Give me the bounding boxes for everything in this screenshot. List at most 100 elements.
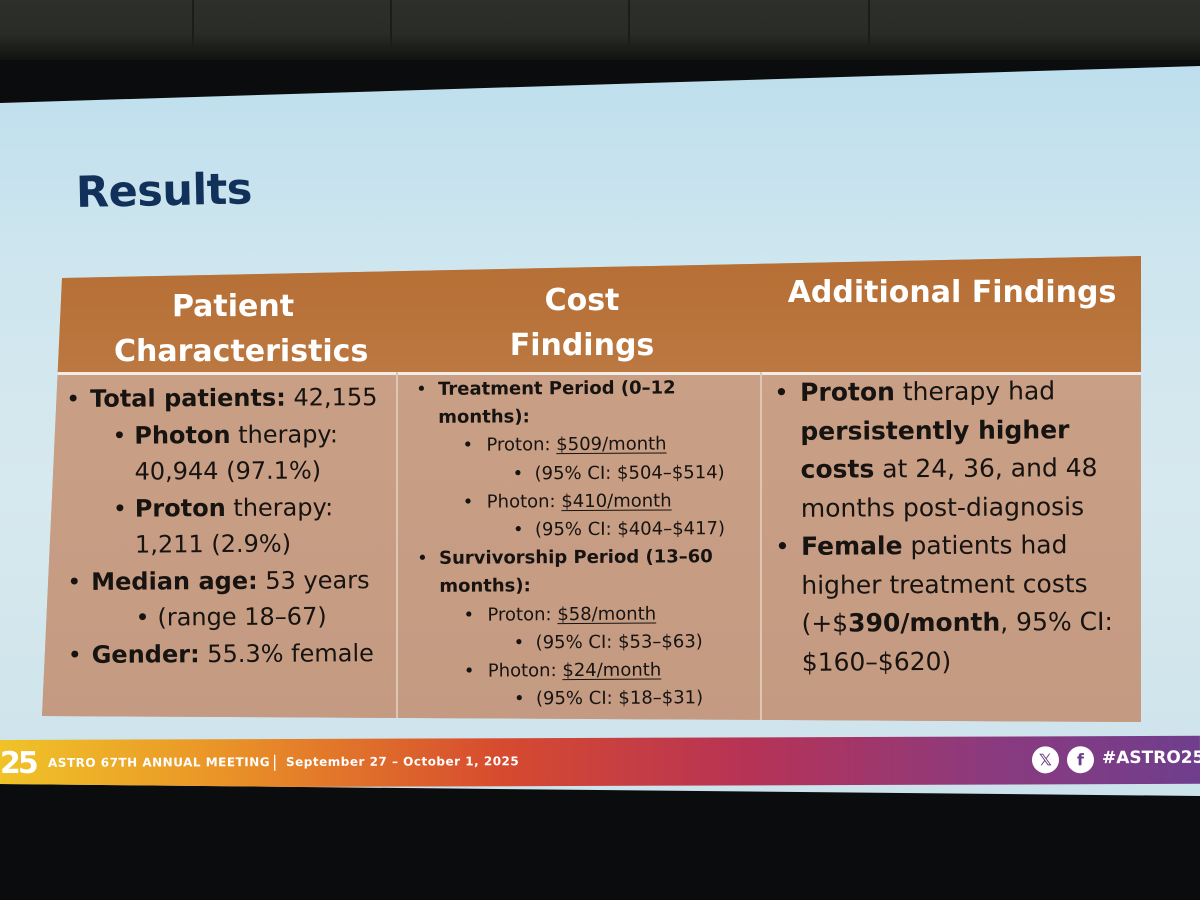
patient-item: (range 18–67) — [67, 598, 379, 636]
patient-item: 1,211 (2.9%) — [67, 525, 379, 563]
item-text: (95% CI: $18–$31) — [535, 687, 704, 710]
item-text: (range 18–67) — [157, 602, 327, 632]
header-line: Cost — [544, 283, 620, 318]
cost-value: $24/month — [562, 659, 662, 682]
column-divider — [760, 372, 762, 722]
ceiling-seam — [628, 0, 630, 48]
facebook-icon: f — [1066, 746, 1095, 774]
item-text: Proton: — [487, 603, 558, 626]
results-table: Patient Characteristics Cost Findings Ad… — [42, 256, 1141, 722]
bold-text: 390/month — [848, 607, 1001, 638]
item-text: therapy: — [225, 492, 334, 522]
item-text: months post-diagnosis — [800, 491, 1085, 523]
bold-text: costs — [800, 454, 875, 484]
header-line: Patient — [171, 289, 295, 324]
column-divider — [396, 372, 398, 722]
header-line: Additional Findings — [787, 275, 1117, 310]
cost-item: months): — [416, 402, 724, 432]
cost-item: (95% CI: $404–$417) — [417, 515, 725, 545]
header-line: Findings — [509, 328, 655, 363]
additional-finding-line: $160–$620) — [774, 641, 1114, 682]
bold-text: Treatment Period (0–12 — [438, 377, 676, 400]
item-text: at 24, 36, and 48 — [874, 453, 1098, 484]
cost-item: months): — [417, 572, 725, 602]
bold-text: Gender: — [91, 639, 200, 669]
item-text: $160–$620) — [801, 646, 952, 677]
cost-value: $58/month — [557, 603, 657, 625]
cost-item: Proton: $58/month — [417, 600, 725, 630]
slide-title: Results — [75, 164, 253, 218]
cost-item: (95% CI: $53–$63) — [418, 628, 726, 658]
item-text: therapy: — [230, 419, 339, 449]
patient-characteristics-list: Total patients: 42,155Photon therapy:40,… — [66, 379, 379, 673]
item-text: 42,155 — [285, 383, 378, 412]
cost-item: (95% CI: $18–$31) — [418, 684, 726, 714]
cost-item: Photon: $410/month — [417, 487, 725, 517]
bold-text: months): — [439, 575, 531, 598]
cost-item: Survivorship Period (13–60 — [417, 543, 725, 573]
room-ceiling — [0, 0, 1200, 60]
additional-finding-line: higher treatment costs — [773, 564, 1113, 605]
item-text: 40,944 (97.1%) — [134, 456, 322, 486]
astro-25-logo: 25 — [0, 745, 36, 781]
ceiling-seam — [390, 0, 392, 48]
bold-text: Proton — [134, 493, 226, 523]
meeting-dates: September 27 – October 1, 2025 — [285, 754, 520, 770]
item-text: Proton: — [486, 434, 557, 456]
bold-text: persistently higher — [800, 414, 1070, 446]
header-additional-findings: Additional Findings — [777, 270, 1127, 315]
item-text: 53 years — [257, 565, 370, 595]
hashtag: #ASTRO25 — [1101, 747, 1200, 769]
additional-finding-line: costs at 24, 36, and 48 — [772, 449, 1112, 490]
patient-item: Gender: 55.3% female — [68, 635, 380, 673]
patient-item: Median age: 53 years — [67, 562, 379, 600]
meeting-name: ASTRO 67TH ANNUAL MEETING — [47, 755, 271, 770]
additional-finding-line: months post-diagnosis — [773, 487, 1113, 528]
header-patient-characteristics: Patient Characteristics — [114, 284, 369, 374]
item-text: 55.3% female — [199, 638, 374, 668]
item-text: , 95% CI: — [1000, 606, 1113, 637]
patient-item: Photon therapy: — [66, 416, 378, 454]
additional-finding-line: (+$390/month, 95% CI: — [773, 603, 1113, 644]
bold-text: Total patients: — [90, 383, 286, 413]
bold-text: Median age: — [91, 566, 258, 596]
cost-value: $509/month — [556, 433, 667, 456]
patient-item: Proton therapy: — [67, 489, 379, 527]
patient-item: 40,944 (97.1%) — [66, 452, 378, 490]
bold-text: Proton — [800, 377, 895, 407]
item-text: 1,211 (2.9%) — [134, 529, 292, 559]
item-text: (95% CI: $53–$63) — [535, 631, 703, 654]
bold-text: Female — [800, 531, 903, 561]
ceiling-seam — [192, 0, 194, 48]
header-cost-findings: Cost Findings — [474, 278, 690, 368]
item-text: (95% CI: $504–$514) — [534, 461, 725, 484]
item-text: therapy had — [894, 376, 1056, 407]
additional-finding-line: persistently higher — [772, 410, 1112, 451]
cost-item: (95% CI: $504–$514) — [417, 459, 725, 489]
bold-text: Survivorship Period (13–60 — [439, 546, 713, 570]
item-text: higher treatment costs — [801, 568, 1088, 600]
patient-item: Total patients: 42,155 — [66, 379, 378, 417]
x-icon: 𝕏 — [1031, 746, 1060, 774]
bold-text: months): — [438, 406, 530, 429]
item-text: Photon: — [487, 660, 563, 682]
additional-finding-line: Female patients had — [773, 526, 1113, 567]
item-text: patients had — [902, 530, 1068, 561]
cost-item: Treatment Period (0–12 — [416, 374, 724, 404]
table-header-row: Patient Characteristics Cost Findings Ad… — [42, 256, 1141, 375]
ceiling-seam — [868, 0, 870, 48]
item-text: (+$ — [801, 608, 849, 638]
item-text: Photon: — [486, 490, 562, 513]
footer-separator: | — [271, 752, 278, 772]
additional-finding-line: Proton therapy had — [772, 372, 1112, 413]
cost-value: $410/month — [561, 490, 672, 512]
conference-footer: 25 ASTRO 67TH ANNUAL MEETING | September… — [0, 735, 1200, 788]
bold-text: Photon — [134, 420, 231, 450]
item-text: (95% CI: $404–$417) — [534, 518, 726, 541]
header-line: Characteristics — [114, 334, 369, 369]
cost-item: Photon: $24/month — [418, 656, 726, 686]
cost-item: Proton: $509/month — [416, 431, 724, 461]
